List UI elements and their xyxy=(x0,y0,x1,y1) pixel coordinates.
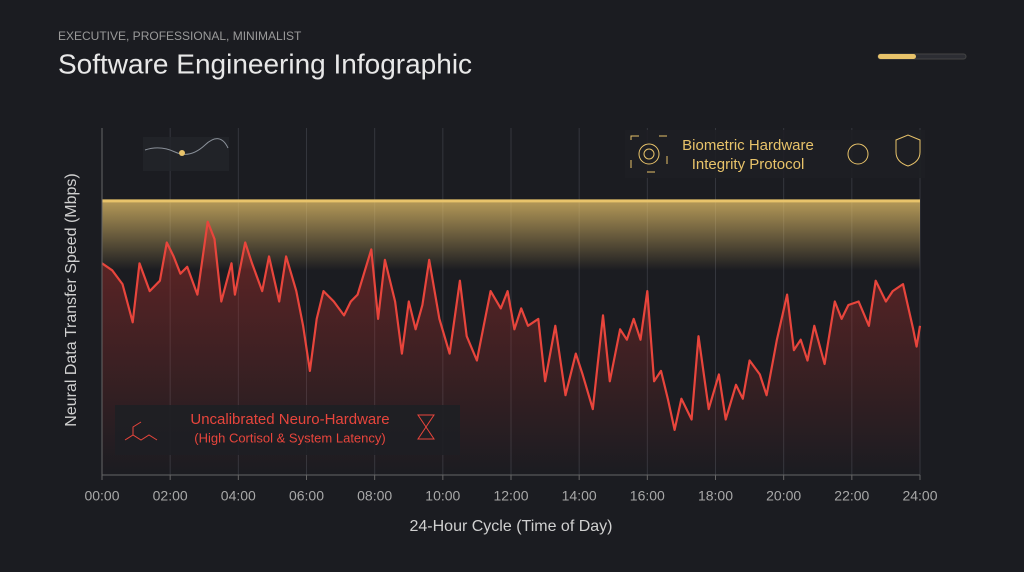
progress-fill xyxy=(878,54,916,59)
x-tick-label: 20:00 xyxy=(766,488,801,504)
x-tick-label: 08:00 xyxy=(357,488,392,504)
x-tick-label: 04:00 xyxy=(221,488,256,504)
x-tick-label: 00:00 xyxy=(84,488,119,504)
subtitle: EXECUTIVE, PROFESSIONAL, MINIMALIST xyxy=(58,29,302,43)
x-axis-label: 24-Hour Cycle (Time of Day) xyxy=(409,518,612,535)
x-tick-label: 18:00 xyxy=(698,488,733,504)
bottom-annotation: Uncalibrated Neuro-Hardware (High Cortis… xyxy=(115,405,460,455)
x-tick-label: 06:00 xyxy=(289,488,324,504)
x-tick-label: 10:00 xyxy=(425,488,460,504)
x-tick-label: 02:00 xyxy=(153,488,188,504)
mini-chart xyxy=(143,137,229,171)
annotation-line: (High Cortisol & System Latency) xyxy=(194,430,385,445)
x-tick-label: 24:00 xyxy=(902,488,937,504)
title: Software Engineering Infographic xyxy=(58,48,472,79)
x-tick-label: 12:00 xyxy=(493,488,528,504)
x-tick-label: 22:00 xyxy=(834,488,869,504)
annotation-line: Biometric Hardware xyxy=(682,137,814,154)
annotation-line: Integrity Protocol xyxy=(692,156,805,173)
band xyxy=(102,200,920,271)
top-annotation: Biometric Hardware Integrity Protocol xyxy=(625,130,925,178)
y-axis-label: Neural Data Transfer Speed (Mbps) xyxy=(63,173,80,426)
x-tick-label: 16:00 xyxy=(630,488,665,504)
line xyxy=(101,220,922,431)
x-tick-label: 14:00 xyxy=(562,488,597,504)
annotation-line: Uncalibrated Neuro-Hardware xyxy=(190,411,389,428)
